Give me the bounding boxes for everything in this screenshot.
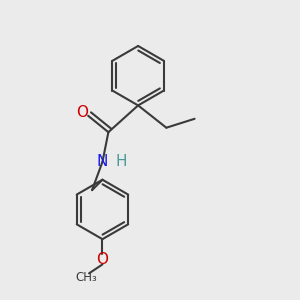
Text: H: H (115, 154, 127, 169)
Text: O: O (76, 105, 88, 120)
Text: CH₃: CH₃ (75, 271, 97, 284)
Text: N: N (97, 154, 108, 169)
Text: O: O (96, 252, 108, 267)
